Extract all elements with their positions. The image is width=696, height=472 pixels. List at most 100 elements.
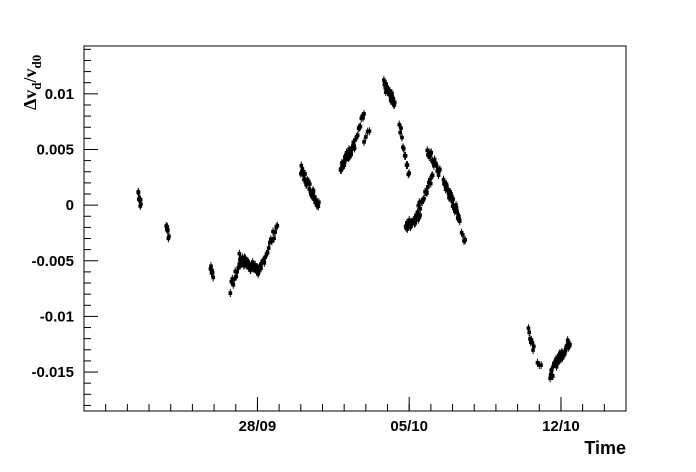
data-point bbox=[526, 326, 531, 330]
data-point bbox=[384, 82, 388, 86]
data-point bbox=[260, 260, 264, 264]
data-point bbox=[397, 122, 402, 127]
data-point bbox=[425, 191, 429, 195]
data-point bbox=[390, 91, 394, 96]
data-point bbox=[401, 146, 406, 151]
data-point bbox=[450, 199, 455, 204]
data-point bbox=[529, 338, 534, 342]
data-point bbox=[530, 341, 535, 345]
data-point bbox=[400, 135, 404, 140]
data-point bbox=[365, 129, 370, 134]
y-tick-label: 0.01 bbox=[45, 86, 74, 103]
data-point bbox=[429, 150, 434, 155]
data-point bbox=[428, 153, 433, 157]
data-point bbox=[352, 146, 357, 151]
data-point bbox=[353, 138, 357, 142]
data-point bbox=[563, 349, 568, 353]
data-point bbox=[211, 275, 215, 280]
data-point bbox=[231, 283, 236, 287]
data-point bbox=[237, 251, 242, 256]
data-point bbox=[272, 236, 276, 241]
data-point bbox=[339, 168, 344, 172]
data-point bbox=[416, 203, 421, 208]
data-point bbox=[136, 191, 141, 195]
data-point bbox=[304, 182, 309, 187]
y-tick-label: -0.01 bbox=[40, 308, 74, 325]
data-point bbox=[459, 230, 464, 235]
data-point bbox=[359, 116, 364, 121]
data-point bbox=[382, 78, 386, 82]
data-point bbox=[407, 171, 411, 176]
data-point bbox=[267, 240, 272, 245]
data-point bbox=[312, 197, 316, 202]
data-point bbox=[308, 189, 313, 194]
data-point bbox=[355, 133, 360, 138]
data-point bbox=[347, 147, 351, 152]
data-point bbox=[551, 364, 556, 369]
data-point bbox=[554, 364, 559, 369]
data-point bbox=[457, 219, 462, 223]
data-point bbox=[307, 187, 312, 191]
data-point bbox=[560, 350, 564, 354]
data-point bbox=[406, 223, 411, 228]
data-point bbox=[362, 140, 366, 144]
data-point bbox=[234, 274, 239, 279]
y-tick-label: -0.015 bbox=[31, 364, 74, 381]
y-axis-ticks: 0.01 0.005 0 -0.005 -0.01 -0.015 bbox=[31, 48, 98, 406]
data-point bbox=[420, 200, 424, 205]
data-point bbox=[535, 360, 540, 365]
x-tick-label: 12/10 bbox=[542, 418, 580, 435]
x-tick-label: 28/09 bbox=[239, 418, 277, 435]
data-point bbox=[229, 279, 234, 284]
data-point bbox=[259, 266, 263, 271]
data-point bbox=[271, 229, 275, 234]
data-point bbox=[415, 211, 420, 216]
data-point bbox=[408, 221, 412, 225]
data-point bbox=[210, 268, 214, 273]
data-point bbox=[233, 269, 238, 274]
data-point bbox=[428, 178, 432, 182]
data-point bbox=[409, 223, 413, 228]
y-axis-title: Δvd/vd0 bbox=[20, 55, 44, 110]
data-point bbox=[167, 234, 171, 239]
data-point bbox=[531, 348, 535, 352]
data-point bbox=[434, 161, 438, 166]
data-point bbox=[362, 112, 366, 116]
data-point bbox=[342, 163, 347, 168]
data-point bbox=[166, 228, 170, 233]
data-point bbox=[269, 237, 273, 242]
data-point bbox=[270, 239, 274, 244]
data-point bbox=[563, 351, 567, 356]
data-point bbox=[450, 194, 454, 199]
data-point bbox=[300, 167, 305, 171]
data-point bbox=[138, 197, 143, 202]
data-point bbox=[246, 260, 251, 265]
data-point bbox=[413, 221, 418, 225]
data-point bbox=[537, 363, 542, 367]
data-point bbox=[422, 196, 426, 201]
data-point bbox=[418, 213, 422, 217]
data-point bbox=[349, 152, 353, 157]
data-point bbox=[306, 179, 311, 184]
data-point bbox=[451, 197, 455, 201]
x-axis-title: Time bbox=[584, 438, 626, 458]
data-point bbox=[310, 194, 314, 199]
data-point bbox=[364, 135, 368, 139]
data-point bbox=[403, 154, 408, 158]
data-point bbox=[312, 195, 317, 199]
data-point bbox=[165, 224, 170, 229]
data-point bbox=[398, 130, 402, 135]
data-point bbox=[236, 266, 241, 270]
data-point bbox=[425, 148, 430, 153]
data-point bbox=[308, 182, 312, 186]
data-point bbox=[532, 344, 536, 349]
data-point bbox=[432, 157, 437, 162]
data-point bbox=[263, 255, 268, 259]
data-point bbox=[392, 100, 397, 105]
data-point bbox=[460, 233, 465, 237]
data-point bbox=[240, 255, 245, 260]
data-point bbox=[316, 204, 321, 208]
data-point bbox=[139, 202, 143, 207]
data-point bbox=[548, 376, 552, 381]
